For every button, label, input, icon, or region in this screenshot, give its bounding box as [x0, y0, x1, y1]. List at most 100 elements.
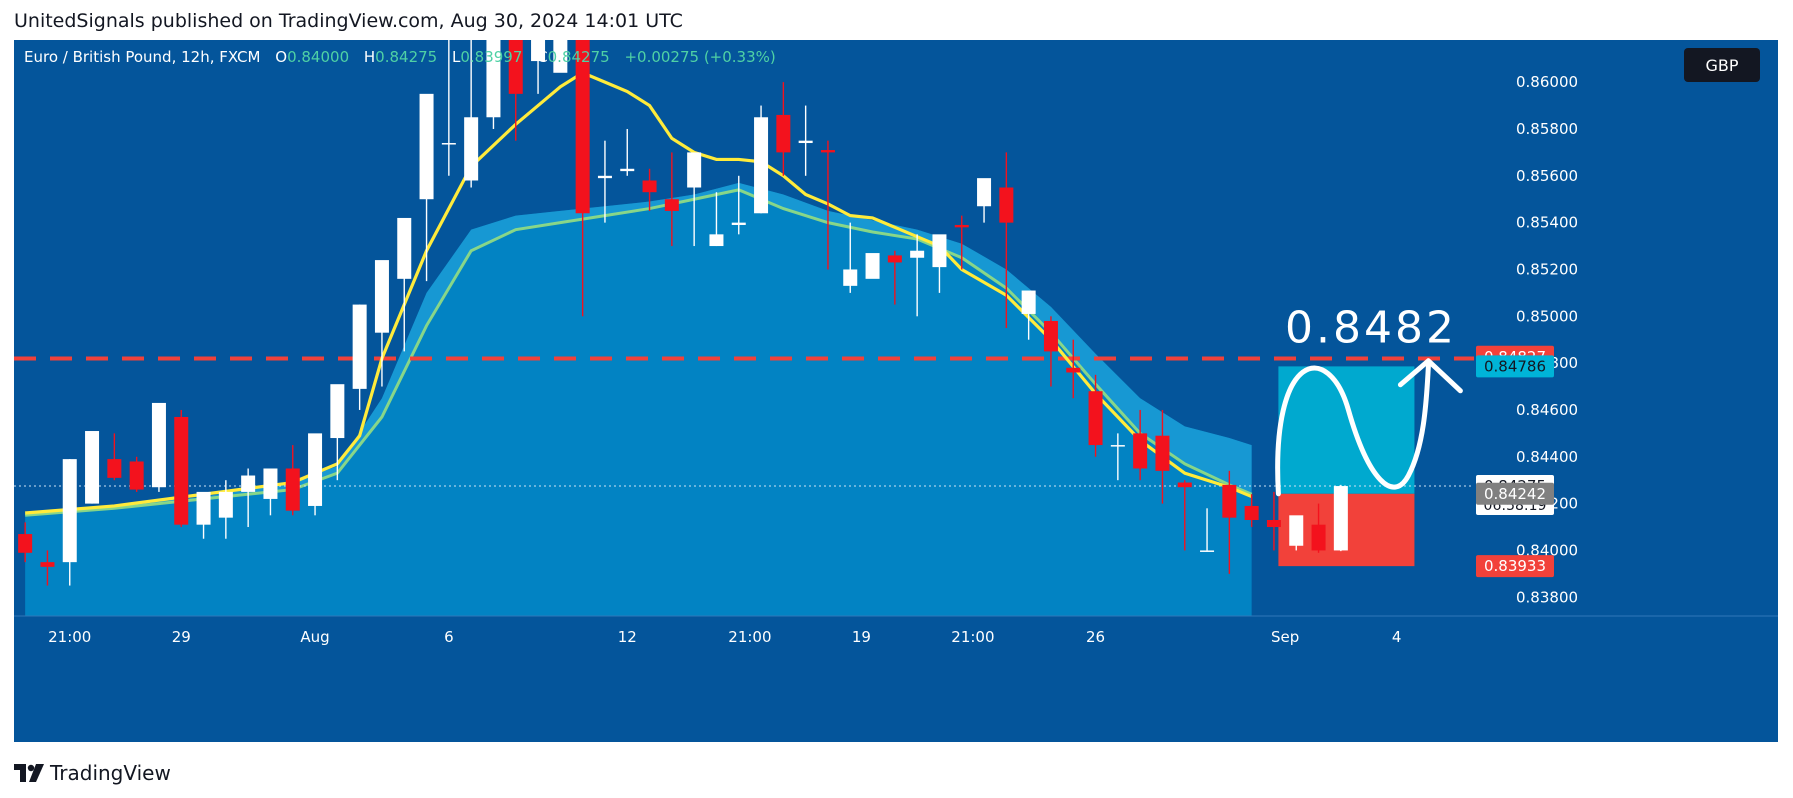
candle	[151, 402, 166, 492]
time-tick: 4	[1392, 628, 1402, 646]
candle	[129, 456, 144, 492]
price-label: 0.83933	[1476, 555, 1554, 578]
candle-body	[865, 253, 880, 279]
price-label-text: 0.84786	[1484, 357, 1546, 375]
candle	[709, 192, 724, 247]
candle	[263, 468, 278, 516]
candle	[374, 260, 389, 387]
candle	[1177, 480, 1192, 551]
candle-body	[977, 178, 992, 207]
time-axis: 21:00 29 Aug 6 12 21:00 19 21:00 26 Sep 4	[14, 615, 1778, 646]
candle-body	[954, 224, 969, 228]
candle	[843, 222, 858, 293]
candle	[798, 105, 813, 176]
candle-body	[664, 199, 679, 211]
candle-body	[441, 143, 456, 145]
candle	[642, 168, 657, 211]
candle	[486, 40, 501, 129]
cloud-fill	[25, 182, 1252, 616]
candle-body	[1155, 435, 1170, 471]
price-tick: 0.86000	[1516, 73, 1578, 91]
candle	[508, 40, 523, 141]
candle	[731, 175, 746, 235]
candle-body	[1266, 520, 1281, 528]
time-tick: 21:00	[728, 628, 771, 646]
candle	[1244, 494, 1259, 528]
legend-change: +0.00275 (+0.33%)	[624, 48, 776, 66]
tradingview-footer[interactable]: TradingView	[14, 760, 171, 786]
candle-body	[642, 180, 657, 193]
chart-canvas[interactable]: 0.8482 0.86000 0.85800 0.85600 0.85400 0.852…	[14, 40, 1778, 742]
candle-body	[887, 255, 902, 263]
candle	[1266, 491, 1281, 551]
candle-body	[798, 140, 813, 144]
price-label-bg	[1476, 355, 1554, 378]
candle	[308, 433, 323, 516]
price-tick: 0.84600	[1516, 401, 1578, 419]
candle	[330, 384, 345, 481]
candle-body	[1311, 524, 1326, 551]
candle-body	[1289, 515, 1304, 546]
legend-close-value: 0.84275	[547, 48, 610, 66]
legend-open-label: O	[275, 48, 288, 66]
candle	[1110, 433, 1125, 481]
candle	[1133, 409, 1148, 481]
candle-body	[843, 269, 858, 286]
candle	[62, 459, 77, 586]
candle-body	[1043, 320, 1058, 352]
candle-body	[999, 187, 1014, 223]
candles-layer	[18, 40, 1348, 586]
price-tick: 0.85400	[1516, 214, 1578, 232]
candle-body	[218, 491, 233, 518]
candle-body	[531, 40, 546, 62]
candle	[40, 550, 55, 586]
candle-body	[18, 534, 33, 553]
legend-high-label: H	[363, 48, 376, 66]
candle-body	[374, 260, 389, 333]
candle	[441, 40, 456, 176]
candle-body	[910, 250, 925, 258]
publish-info: UnitedSignals published on TradingView.c…	[14, 10, 683, 32]
candle	[865, 253, 880, 279]
candle-body	[508, 40, 523, 94]
candle	[553, 40, 568, 73]
candle	[352, 304, 367, 410]
price-tick: 0.85600	[1516, 167, 1578, 185]
candle-body	[1222, 484, 1237, 518]
candle	[1200, 508, 1215, 552]
candle	[1088, 374, 1103, 457]
price-label: 0.84786	[1476, 355, 1554, 378]
time-tick: 21:00	[951, 628, 994, 646]
candle	[754, 105, 769, 214]
price-axis: 0.86000 0.85800 0.85600 0.85400 0.85200 0.850…	[1474, 40, 1778, 616]
candle	[241, 468, 256, 528]
candle	[1021, 290, 1036, 340]
candle-body	[330, 384, 345, 439]
candle-body	[553, 40, 568, 73]
candle	[85, 431, 100, 504]
candle-body	[241, 475, 256, 492]
chart-frame[interactable]: 0.8482 0.86000 0.85800 0.85600 0.85400 0.852…	[14, 40, 1778, 742]
candle-body	[1088, 391, 1103, 446]
candle	[977, 178, 992, 223]
time-tick: Aug	[300, 628, 329, 646]
candle-body	[1177, 482, 1192, 488]
candle-body	[308, 433, 323, 506]
candle-body	[776, 114, 791, 153]
candle	[1222, 470, 1237, 574]
candle-body	[754, 117, 769, 214]
candle-body	[1021, 290, 1036, 314]
candle-body	[709, 234, 724, 247]
legend-high-value: 0.84275	[375, 48, 438, 66]
candle	[597, 140, 612, 223]
currency-button[interactable]: GBP	[1684, 48, 1760, 82]
projected-arrow	[1397, 358, 1463, 394]
candle	[620, 128, 635, 176]
price-labels: 0.848270.847860.8427506:58:190.842420.83…	[1476, 345, 1554, 578]
candle-body	[1066, 367, 1081, 373]
candle-body	[352, 304, 367, 389]
annotation-layer: 0.8482	[1275, 302, 1463, 497]
candle	[419, 93, 434, 282]
price-label: 0.84242	[1476, 482, 1554, 505]
candle	[820, 140, 835, 270]
